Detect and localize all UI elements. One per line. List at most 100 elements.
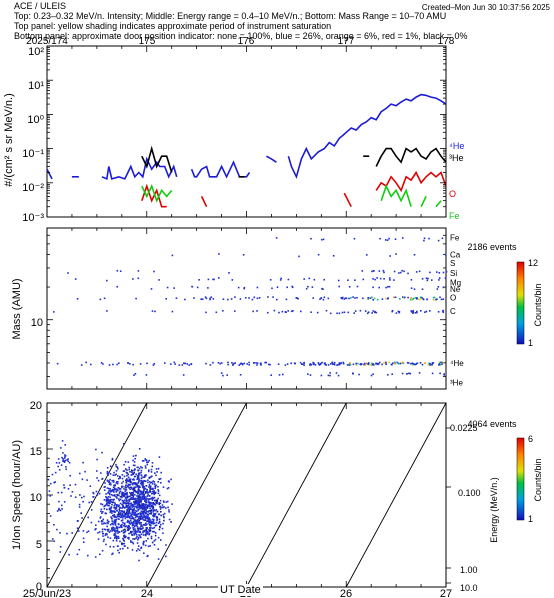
mass-event-dot xyxy=(320,297,323,299)
speed-event-dot xyxy=(159,506,161,508)
speed-event-dot xyxy=(118,508,120,511)
speed-event-dot xyxy=(149,498,151,500)
mass-event-dot xyxy=(338,285,340,288)
speed-event-dot xyxy=(144,487,146,490)
speed-event-dot xyxy=(109,488,111,490)
speed-event-dot xyxy=(121,523,123,526)
speed-event-dot xyxy=(155,484,157,487)
speed-event-dot xyxy=(140,499,143,501)
speed-event-dot xyxy=(137,492,139,495)
speed-event-dot xyxy=(106,497,109,500)
speed-event-dot xyxy=(139,531,141,534)
speed-event-dot xyxy=(145,485,147,487)
mass-event-dot xyxy=(350,297,352,299)
mass-event-dot xyxy=(443,373,445,375)
top-ytick-100: 10² xyxy=(28,46,44,58)
speed-event-dot xyxy=(137,486,140,489)
speed-event-dot xyxy=(140,546,143,549)
mass-event-dot xyxy=(341,296,344,299)
speed-event-dot xyxy=(128,487,130,489)
mass-event-dot xyxy=(190,363,192,365)
speed-event-dot xyxy=(110,507,112,510)
speed-event-dot xyxy=(135,491,138,494)
mass-event-dot xyxy=(367,297,369,299)
speed-event-dot xyxy=(112,499,115,501)
speed-event-dot xyxy=(107,499,109,501)
mass-event-dot xyxy=(357,362,359,365)
speed-event-dot xyxy=(152,502,155,504)
speed-event-dot xyxy=(126,502,128,505)
mass-event-dot xyxy=(375,362,378,365)
speed-event-dot xyxy=(132,521,135,523)
speed-event-dot xyxy=(108,493,111,496)
mass-event-dot xyxy=(440,298,443,301)
speed-event-dot xyxy=(90,521,93,524)
speed-event-dot xyxy=(115,473,117,476)
speed-event-dot xyxy=(166,487,169,490)
speed-event-dot xyxy=(114,534,117,536)
mass-event-dot xyxy=(336,312,338,315)
mass-event-dot xyxy=(322,298,325,301)
speed-event-dot xyxy=(115,526,118,528)
speed-event-dot xyxy=(133,475,136,478)
speed-event-dot xyxy=(66,459,68,461)
speed-event-dot xyxy=(157,467,160,470)
speed-event-dot xyxy=(152,506,154,508)
doy-label-2: 176 xyxy=(238,36,255,47)
mass-event-dot xyxy=(238,364,240,366)
speed-event-dot xyxy=(152,527,154,530)
speed-event-dot xyxy=(160,506,162,509)
speed-event-dot xyxy=(124,528,126,531)
speed-event-dot xyxy=(125,511,128,514)
speed-event-dot xyxy=(127,504,130,507)
speed-event-dot xyxy=(148,469,150,471)
mass-event-dot xyxy=(332,255,335,257)
speed-event-dot xyxy=(62,459,65,462)
speed-event-dot xyxy=(123,542,125,545)
speed-event-dot xyxy=(133,490,135,492)
speed-event-dot xyxy=(121,526,123,529)
mass-event-dot xyxy=(146,362,148,365)
speed-event-dot xyxy=(113,519,116,521)
speed-event-dot xyxy=(137,496,139,498)
mass-event-dot xyxy=(427,277,429,280)
speed-event-dot xyxy=(130,541,132,543)
speed-event-dot xyxy=(122,505,124,507)
speed-event-dot xyxy=(109,496,111,499)
speed-event-dot xyxy=(143,489,145,492)
speed-event-dot xyxy=(114,516,116,518)
speed-event-dot xyxy=(140,505,142,507)
speed-event-dot xyxy=(132,473,135,475)
mass-event-dot xyxy=(231,362,233,364)
speed-event-dot xyxy=(148,503,151,505)
speed-event-dot xyxy=(118,526,121,529)
speed-event-dot xyxy=(163,516,165,519)
speed-event-dot xyxy=(148,495,150,497)
speed-event-dot xyxy=(118,551,120,554)
speed-event-dot xyxy=(154,492,156,494)
speed-event-dot xyxy=(142,486,144,489)
mass-event-dot xyxy=(385,297,387,300)
speed-event-dot xyxy=(137,487,140,490)
mass-event-dot xyxy=(413,363,415,365)
speed-event-dot xyxy=(120,524,122,527)
speed-event-dot xyxy=(152,520,155,522)
species-label-7: C xyxy=(450,307,456,316)
mass-event-dot xyxy=(175,297,178,299)
speed-event-dot xyxy=(101,512,103,514)
speed-event-dot xyxy=(150,522,153,525)
mass-event-dot xyxy=(385,363,387,365)
speed-event-dot xyxy=(120,520,123,522)
speed-event-dot xyxy=(132,512,134,514)
speed-event-dot xyxy=(140,507,143,509)
speed-event-dot xyxy=(140,515,143,517)
speed-event-dot xyxy=(121,482,123,485)
speed-event-dot xyxy=(130,514,132,517)
speed-event-dot xyxy=(116,530,119,533)
speed-event-dot xyxy=(157,485,159,488)
speed-event-dot xyxy=(105,496,107,498)
mass-event-dot xyxy=(308,277,311,280)
speed-event-dot xyxy=(131,494,133,496)
speed-event-dot xyxy=(151,499,154,501)
speed-event-dot xyxy=(137,545,140,547)
